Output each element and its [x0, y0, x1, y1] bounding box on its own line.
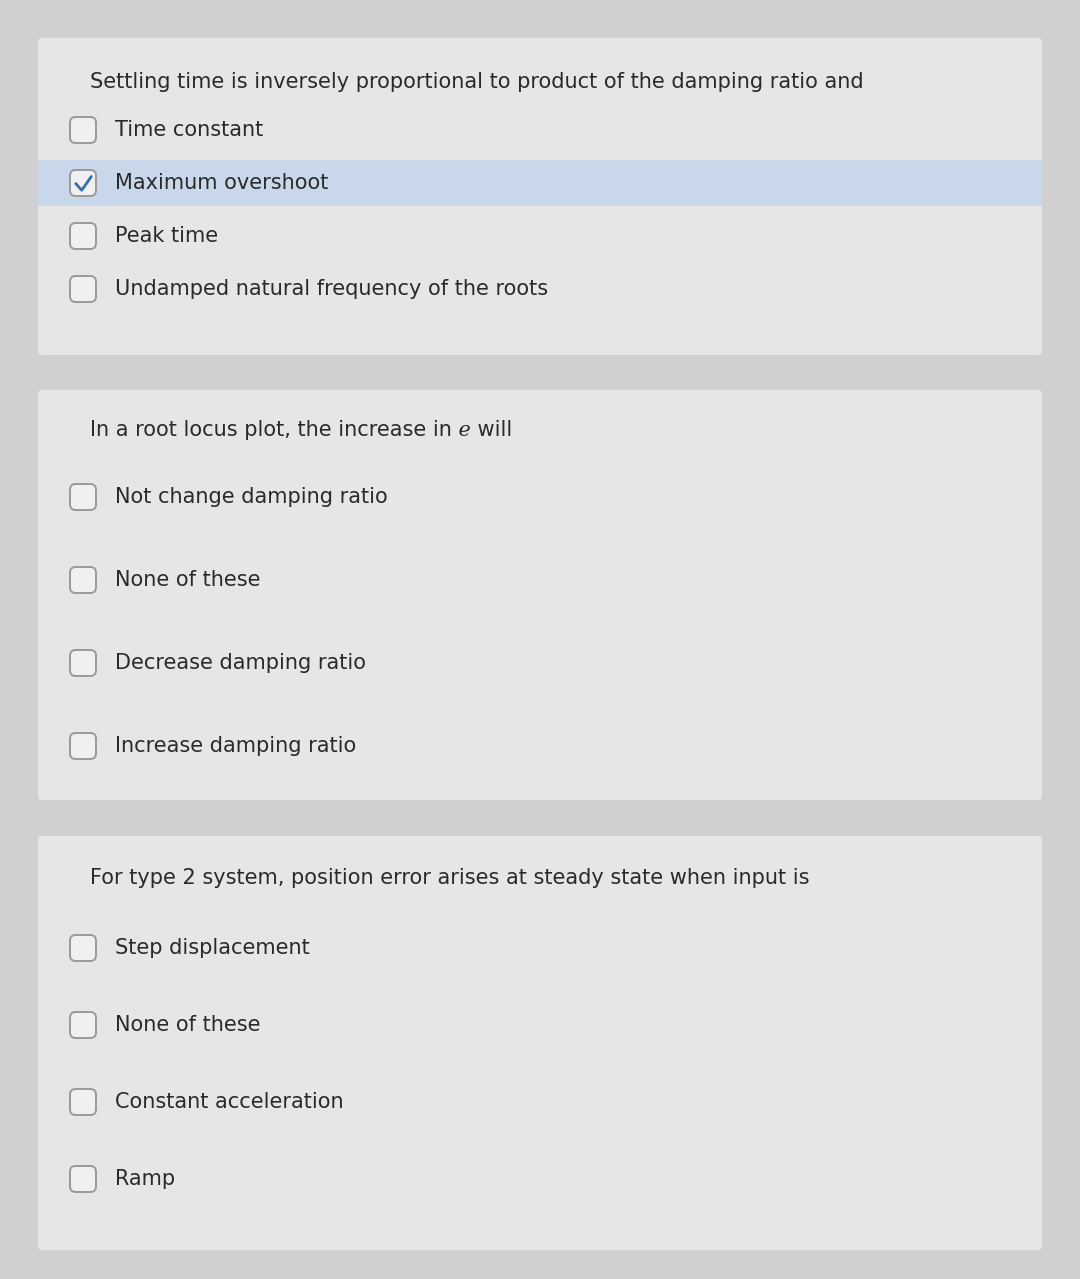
Text: Step displacement: Step displacement: [114, 938, 310, 958]
FancyBboxPatch shape: [70, 567, 96, 593]
FancyBboxPatch shape: [70, 276, 96, 302]
Text: Ramp: Ramp: [114, 1169, 175, 1189]
FancyBboxPatch shape: [70, 170, 96, 196]
Text: Maximum overshoot: Maximum overshoot: [114, 173, 328, 193]
FancyBboxPatch shape: [70, 223, 96, 249]
FancyBboxPatch shape: [38, 38, 1042, 356]
FancyBboxPatch shape: [70, 483, 96, 510]
FancyBboxPatch shape: [70, 935, 96, 961]
FancyBboxPatch shape: [70, 1012, 96, 1039]
FancyBboxPatch shape: [38, 390, 1042, 799]
Text: Constant acceleration: Constant acceleration: [114, 1092, 343, 1111]
FancyBboxPatch shape: [70, 1088, 96, 1115]
Bar: [38, 160, 1042, 206]
Text: Decrease damping ratio: Decrease damping ratio: [114, 654, 366, 673]
Text: Settling time is inversely proportional to product of the damping ratio and: Settling time is inversely proportional …: [90, 72, 864, 92]
FancyBboxPatch shape: [70, 1166, 96, 1192]
Text: For type 2 system, position error arises at steady state when input is: For type 2 system, position error arises…: [90, 868, 810, 888]
FancyBboxPatch shape: [38, 836, 1042, 1250]
Text: None of these: None of these: [114, 1016, 260, 1035]
FancyBboxPatch shape: [70, 650, 96, 677]
Text: In a root locus plot, the increase in ℯ will: In a root locus plot, the increase in ℯ …: [90, 420, 512, 440]
Text: Not change damping ratio: Not change damping ratio: [114, 487, 388, 506]
Text: Increase damping ratio: Increase damping ratio: [114, 735, 356, 756]
FancyBboxPatch shape: [70, 116, 96, 143]
FancyBboxPatch shape: [70, 733, 96, 758]
Text: Undamped natural frequency of the roots: Undamped natural frequency of the roots: [114, 279, 549, 299]
Text: None of these: None of these: [114, 570, 260, 590]
Text: Peak time: Peak time: [114, 226, 218, 246]
Text: Time constant: Time constant: [114, 120, 264, 139]
